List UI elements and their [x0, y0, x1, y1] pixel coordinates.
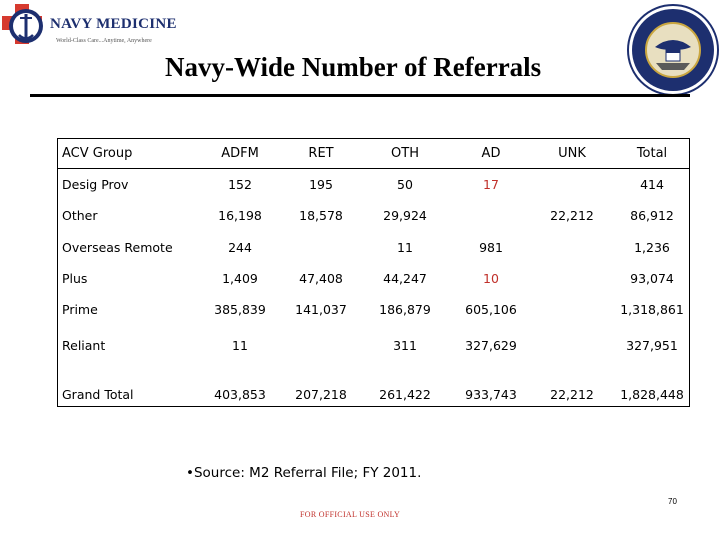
table-cell: 141,037: [295, 302, 347, 317]
table-rule: [57, 138, 690, 139]
navy-medicine-emblem-icon: [2, 4, 43, 44]
column-header-adfm: ADFM: [221, 146, 259, 161]
table-cell: 22,212: [550, 208, 594, 223]
table-rule: [689, 138, 690, 406]
table-cell: 327,951: [626, 338, 678, 353]
table-rule: [57, 406, 690, 407]
table-cell: 1,409: [222, 271, 258, 286]
table-cell: 327,629: [465, 338, 517, 353]
logo-tagline: World-Class Care...Anytime, Anywhere: [56, 38, 152, 44]
table-cell: 152: [228, 177, 252, 192]
table-cell: 186,879: [379, 302, 431, 317]
table-cell: 18,578: [299, 208, 343, 223]
row-label: Desig Prov: [62, 177, 129, 192]
row-label: Other: [62, 208, 98, 223]
table-cell: 414: [640, 177, 664, 192]
table-cell: 261,422: [379, 387, 431, 402]
source-note: •Source: M2 Referral File; FY 2011.: [186, 465, 422, 481]
table-cell: 195: [309, 177, 333, 192]
table-cell: 50: [397, 177, 413, 192]
row-label: Reliant: [62, 338, 106, 353]
column-header-unk: UNK: [558, 146, 586, 161]
row-label: Overseas Remote: [62, 240, 173, 255]
classification-label: FOR OFFICIAL USE ONLY: [300, 510, 401, 519]
column-header-acv-group: ACV Group: [62, 146, 133, 161]
table-cell: 605,106: [465, 302, 517, 317]
column-header-ret: RET: [308, 146, 334, 161]
table-cell: 11: [397, 240, 413, 255]
department-of-navy-seal: [626, 3, 720, 97]
table-cell: 981: [479, 240, 503, 255]
page-title: Navy-Wide Number of Referrals: [165, 52, 542, 82]
title-divider: [30, 94, 690, 97]
row-label: Plus: [62, 271, 88, 286]
table-cell: 86,912: [630, 208, 674, 223]
table-cell: 311: [393, 338, 417, 353]
column-header-oth: OTH: [391, 146, 419, 161]
table-cell: 385,839: [214, 302, 266, 317]
table-rule: [57, 138, 58, 406]
table-cell: 1,318,861: [620, 302, 684, 317]
table-cell: 1,236: [634, 240, 670, 255]
navy-seal-icon: [627, 4, 719, 96]
table-cell: 207,218: [295, 387, 347, 402]
logo-name: NAVY MEDICINE: [50, 16, 177, 32]
table-cell: 93,074: [630, 271, 674, 286]
column-header-total: Total: [636, 146, 668, 161]
column-header-ad: AD: [481, 146, 501, 161]
table-cell: 11: [232, 338, 248, 353]
table-cell: 403,853: [214, 387, 266, 402]
row-label: Grand Total: [62, 387, 134, 402]
table-cell: 47,408: [299, 271, 343, 286]
table-cell: 10: [483, 271, 499, 286]
row-label: Prime: [62, 302, 98, 317]
table-rule: [57, 168, 690, 169]
table-cell: 44,247: [383, 271, 427, 286]
page-number: 70: [668, 497, 677, 506]
table-cell: 1,828,448: [620, 387, 684, 402]
table-cell: 16,198: [218, 208, 262, 223]
table-cell: 244: [228, 240, 252, 255]
navy-medicine-logo: NAVY MEDICINE World-Class Care...Anytime…: [0, 2, 177, 52]
table-cell: 933,743: [465, 387, 517, 402]
table-cell: 22,212: [550, 387, 594, 402]
table-cell: 29,924: [383, 208, 427, 223]
table-cell: 17: [483, 177, 499, 192]
